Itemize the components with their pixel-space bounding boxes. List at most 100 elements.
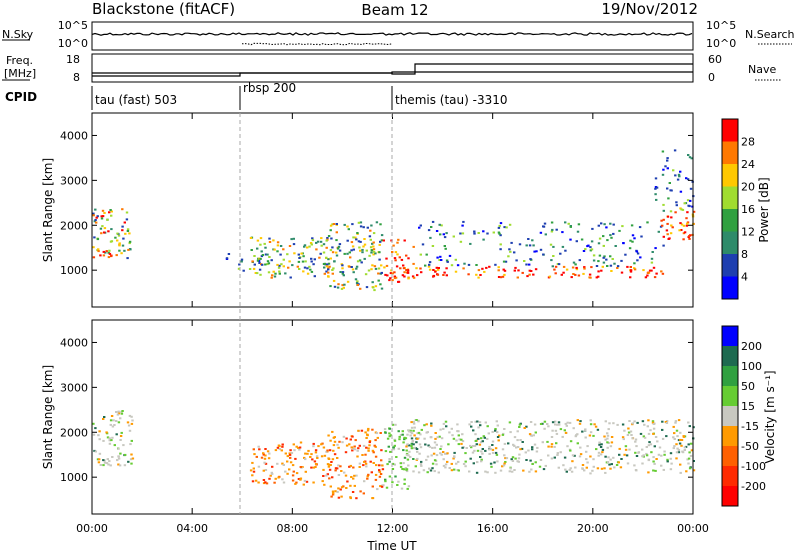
velocity-cell xyxy=(660,454,663,457)
velocity-cell xyxy=(341,441,344,444)
power-cell xyxy=(646,221,649,224)
velocity-cell xyxy=(504,457,507,460)
velocity-cell xyxy=(379,473,383,475)
power-cell xyxy=(240,260,243,263)
power-cell xyxy=(677,173,681,176)
velocity-cell xyxy=(297,446,300,449)
velocity-cell xyxy=(528,470,531,473)
velocity-cell xyxy=(281,443,284,446)
velocity-cell xyxy=(420,460,423,463)
velocity-cell xyxy=(679,471,682,474)
velocity-cell xyxy=(642,454,645,457)
power-cell xyxy=(437,267,440,269)
power-cell xyxy=(256,272,259,275)
velocity-cell xyxy=(389,434,393,437)
power-cell xyxy=(492,231,495,234)
velocity-colorbar-swatch xyxy=(722,466,738,487)
power-cell xyxy=(272,239,275,242)
power-cell xyxy=(271,274,274,277)
velocity-cell xyxy=(442,451,445,453)
power-cell xyxy=(666,215,670,218)
power-cell xyxy=(355,282,359,284)
velocity-cell xyxy=(534,431,537,434)
velocity-cell xyxy=(486,437,489,440)
velocity-cell xyxy=(610,441,614,444)
noise-right-tick-bottom: 10^0 xyxy=(706,37,736,50)
power-cell xyxy=(362,245,365,248)
velocity-cell xyxy=(484,449,487,452)
velocity-cell xyxy=(378,469,381,472)
power-cell xyxy=(614,245,617,247)
power-cell xyxy=(553,268,556,271)
power-cell xyxy=(110,210,113,213)
velocity-cell xyxy=(262,469,265,472)
velocity-cell xyxy=(131,419,134,422)
power-cell xyxy=(650,261,654,264)
power-cell xyxy=(682,238,685,241)
power-cell xyxy=(341,264,344,267)
power-cell xyxy=(606,265,609,267)
power-cell xyxy=(380,287,384,290)
velocity-cell xyxy=(604,455,607,458)
velocity-cell xyxy=(442,464,446,467)
velocity-cell xyxy=(251,480,255,483)
velocity-cell xyxy=(337,446,340,449)
velocity-cell xyxy=(332,436,335,439)
power-cell xyxy=(580,238,584,241)
velocity-cell xyxy=(550,457,554,460)
power-cell xyxy=(675,201,678,204)
velocity-cell xyxy=(486,425,489,428)
velocity-cell xyxy=(484,470,487,473)
power-cell xyxy=(428,263,431,266)
velocity-cell xyxy=(417,471,421,474)
velocity-cell xyxy=(111,456,114,458)
velocity-cell xyxy=(654,436,658,438)
velocity-cell xyxy=(480,458,483,461)
velocity-cell xyxy=(507,442,510,445)
velocity-cell xyxy=(375,464,378,467)
power-cell xyxy=(258,262,261,264)
velocity-cell xyxy=(544,464,547,467)
power-cell xyxy=(335,223,338,225)
velocity-cell xyxy=(119,417,122,420)
velocity-cell xyxy=(651,420,655,423)
power-cell xyxy=(477,232,480,234)
velocity-cell xyxy=(111,425,115,428)
power-cell xyxy=(673,149,677,152)
velocity-cell xyxy=(609,467,612,470)
velocity-cell xyxy=(405,449,408,452)
velocity-cell xyxy=(550,436,554,438)
power-cell xyxy=(313,275,316,278)
velocity-cell xyxy=(486,471,489,474)
velocity-cell xyxy=(621,436,625,439)
velocity-cell xyxy=(378,475,382,478)
velocity-cell xyxy=(119,452,122,455)
power-cell xyxy=(289,276,292,279)
power-cell xyxy=(505,226,508,229)
power-cell xyxy=(240,258,244,261)
power-cell xyxy=(369,246,373,249)
power-cell xyxy=(661,150,665,153)
velocity-cell xyxy=(550,445,553,448)
velocity-cell xyxy=(326,473,329,476)
velocity-cell xyxy=(669,452,673,455)
velocity-cell xyxy=(338,440,341,443)
power-cell xyxy=(371,242,374,245)
velocity-cell xyxy=(314,466,317,468)
velocity-cell xyxy=(406,443,409,446)
power-colorbar-title: Power [dB] xyxy=(757,177,771,242)
power-cell xyxy=(329,229,332,232)
velocity-cell xyxy=(430,436,433,439)
power-cell xyxy=(278,264,281,267)
power-cell xyxy=(477,276,480,279)
velocity-cell xyxy=(503,454,506,457)
power-cell xyxy=(260,250,263,253)
velocity-cell xyxy=(557,421,561,424)
velocity-cell xyxy=(663,450,666,453)
power-cell xyxy=(256,247,259,250)
velocity-cell xyxy=(288,453,292,456)
power-cell xyxy=(273,275,277,278)
power-cell xyxy=(267,262,271,265)
freq-left-tick-top: 18 xyxy=(66,53,80,66)
velocity-cell xyxy=(276,446,280,449)
